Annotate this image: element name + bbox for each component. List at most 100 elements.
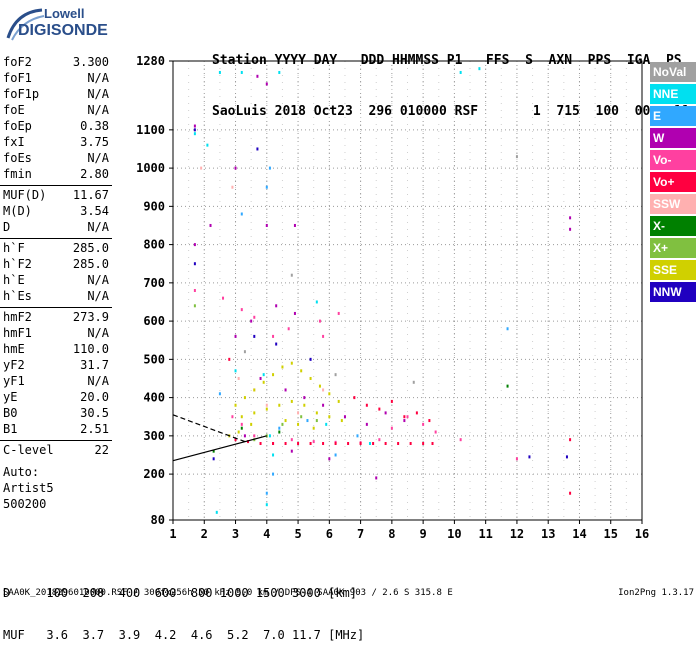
data-point — [240, 422, 243, 426]
data-point — [365, 422, 368, 426]
trace-line — [172, 435, 267, 462]
param-divider — [0, 307, 112, 308]
data-point — [253, 334, 256, 338]
param-name: hmF2 — [3, 310, 32, 324]
data-point — [265, 503, 268, 507]
param-value: 30.5 — [80, 406, 109, 420]
x-tick-label: 8 — [388, 527, 395, 541]
data-point — [290, 361, 293, 365]
legend-item: NNW — [650, 282, 696, 302]
data-point — [287, 327, 290, 331]
legend-item: Vo- — [650, 150, 696, 170]
param-name: foF1 — [3, 71, 32, 85]
param-name: D — [3, 220, 11, 234]
data-point — [253, 434, 256, 438]
data-point — [353, 396, 356, 400]
data-point — [272, 453, 275, 457]
data-point — [328, 457, 331, 461]
param-divider — [0, 238, 112, 239]
param-row: B0 30.5 — [3, 406, 109, 422]
param-row: h`F 285.0 — [3, 241, 109, 257]
data-point — [415, 411, 418, 415]
param-value: 3.75 — [80, 135, 109, 149]
data-point — [340, 419, 343, 423]
data-point — [309, 376, 312, 380]
param-name: foEs — [3, 151, 32, 165]
data-point — [478, 67, 481, 71]
data-point — [378, 438, 381, 442]
data-point — [250, 319, 253, 323]
data-point — [193, 262, 196, 266]
y-tick-label: 80 — [151, 513, 165, 527]
data-point — [375, 476, 378, 480]
x-axis-ticks: 1 2 3 4 5 6 7 8 9 10 11 12 13 14 15 16 — [169, 520, 649, 541]
param-row: foF1p N/A — [3, 87, 109, 103]
data-point — [293, 223, 296, 227]
data-point — [253, 411, 256, 415]
x-tick-label: 2 — [201, 527, 208, 541]
y-tick-label: 200 — [143, 467, 165, 481]
data-point — [569, 227, 572, 231]
param-name: h`Es — [3, 289, 32, 303]
data-point — [384, 411, 387, 415]
data-point — [281, 422, 284, 426]
data-point — [212, 457, 215, 461]
param-row: yE 20.0 — [3, 390, 109, 406]
data-point — [347, 442, 350, 445]
data-point — [506, 327, 509, 331]
data-point — [243, 434, 246, 438]
param-row: hmF2 273.9 — [3, 310, 109, 326]
param-row: D N/A — [3, 220, 109, 236]
data-point — [272, 334, 275, 338]
station-header: Station YYYY DAY DDD HHMMSS P1 FFS S AXN… — [212, 18, 689, 137]
data-point — [528, 455, 531, 459]
data-point — [234, 438, 237, 442]
legend-item: X- — [650, 216, 696, 236]
data-point — [322, 388, 325, 392]
data-point — [265, 82, 268, 86]
auto-scaling-line: Auto: — [3, 465, 40, 479]
param-value: 285.0 — [72, 257, 109, 271]
data-point — [268, 434, 271, 438]
data-point — [372, 442, 375, 445]
param-value: 2.51 — [80, 422, 109, 436]
param-name: h`F — [3, 241, 25, 255]
data-point — [243, 396, 246, 400]
legend-item: SSW — [650, 194, 696, 214]
data-point — [406, 415, 409, 419]
data-point — [272, 373, 275, 377]
data-point — [272, 442, 275, 445]
trace-line — [172, 414, 246, 443]
data-point — [506, 384, 509, 388]
software-version: Ion2Png 1.3.17 — [618, 588, 694, 598]
data-point — [278, 430, 281, 434]
legend-item: W — [650, 128, 696, 148]
param-value: N/A — [87, 374, 109, 388]
data-point — [428, 419, 431, 423]
param-name: fxI — [3, 135, 25, 149]
data-point — [234, 166, 237, 170]
data-point — [325, 422, 328, 426]
legend-item: E — [650, 106, 696, 126]
digisonde-logo: Lowell DIGISONDE — [6, 6, 126, 46]
polarization-legend: NoVal NNE E W Vo- Vo+ SSW X- X+ SSE NNW — [650, 62, 696, 304]
data-point — [569, 216, 572, 220]
data-point — [359, 442, 362, 445]
muf-distance-row: D 100 200 400 600 800 1000 1500 3000 [km… — [3, 586, 358, 600]
param-value: 273.9 — [72, 310, 109, 324]
data-point — [200, 166, 203, 170]
param-value: 110.0 — [72, 342, 109, 356]
chart-frame — [172, 60, 643, 521]
data-point — [222, 296, 225, 300]
legend-item: NNE — [650, 84, 696, 104]
param-row: foEp 0.38 — [3, 119, 109, 135]
param-name: foEp — [3, 119, 32, 133]
y-axis-ticks: 80 200 300 400 500 600 700 800 900 1000 1100 1280 — [136, 54, 173, 527]
data-point — [315, 411, 318, 415]
data-point — [318, 384, 321, 388]
data-point — [306, 419, 309, 423]
y-tick-label: 1280 — [136, 54, 165, 68]
param-name: foF2 — [3, 55, 32, 69]
data-point — [315, 300, 318, 304]
data-point — [300, 415, 303, 419]
